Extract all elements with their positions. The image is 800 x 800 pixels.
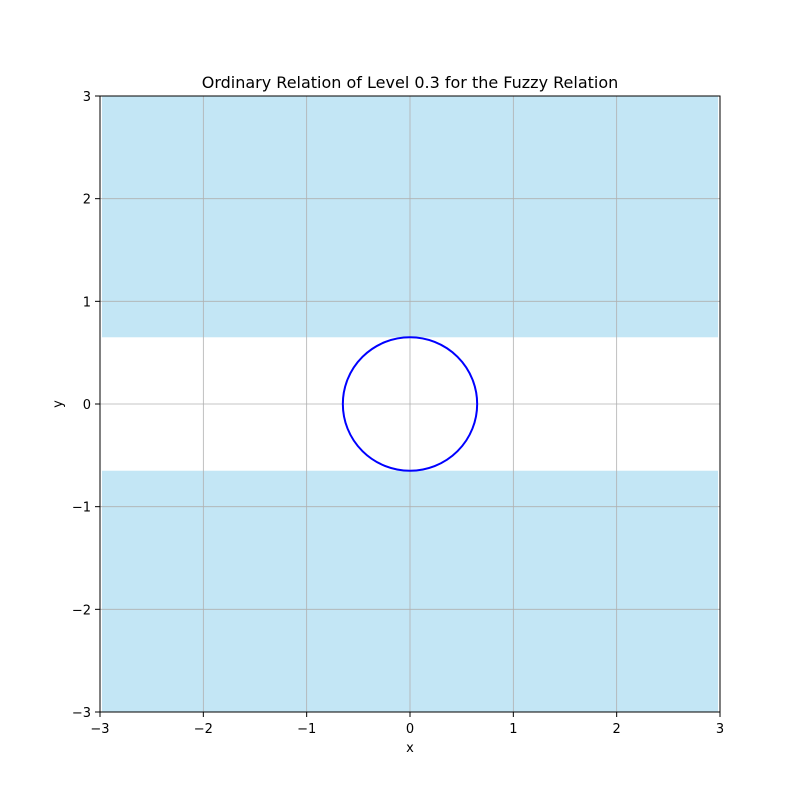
y-tick-label: 3 (83, 90, 91, 105)
x-tick-label: 1 (509, 722, 517, 737)
chart-title: Ordinary Relation of Level 0.3 for the F… (202, 73, 619, 92)
y-tick-label: 1 (83, 295, 91, 310)
y-tick-label: −3 (72, 706, 91, 721)
circle-series (341, 336, 479, 472)
y-tick-label: 2 (83, 193, 91, 208)
x-tick-label: −2 (194, 722, 213, 737)
x-axis-label: x (406, 741, 414, 756)
x-tick-label: −1 (297, 722, 316, 737)
y-tick-label: −2 (72, 603, 91, 618)
y-axis-label: y (51, 400, 66, 408)
x-tick-label: 3 (716, 722, 724, 737)
y-axis-ticks: −3 −2 −1 0 1 2 3 (72, 90, 100, 721)
x-axis-ticks: −3 −2 −1 0 1 2 3 (90, 712, 724, 737)
x-tick-label: −3 (90, 722, 109, 737)
x-tick-label: 2 (613, 722, 621, 737)
x-tick-label: 0 (406, 722, 414, 737)
y-tick-label: −1 (72, 501, 91, 516)
circle-line (341, 336, 479, 472)
y-tick-label: 0 (83, 398, 91, 413)
